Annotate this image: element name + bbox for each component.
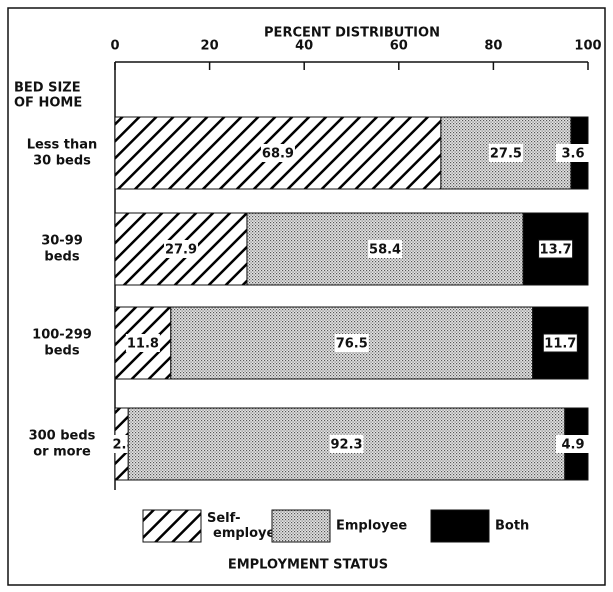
legend-label: Both [495,519,529,534]
data-label: 92.3 [330,438,362,453]
x-tick-label: 100 [574,39,601,54]
data-label: 68.9 [262,147,294,162]
y-axis-label: BED SIZE [14,81,81,96]
data-label-box [368,240,403,258]
y-tick-label: beds [44,250,79,265]
y-axis-label: OF HOME [14,96,82,111]
data-label-box [125,334,160,352]
chart-title: PERCENT DISTRIBUTION [264,26,440,41]
legend-swatch [271,509,331,543]
data-label: 58.4 [369,243,401,258]
y-tick-label: Less than [27,138,98,153]
data-label-box [329,435,364,453]
data-label: 11.7 [544,337,576,352]
data-label-box [538,239,574,259]
x-tick-label: 0 [110,39,119,54]
data-label: 76.5 [336,337,368,352]
y-tick-label: or more [33,445,91,460]
y-tick-label: beds [44,344,79,359]
x-tick-label: 60 [390,39,408,54]
legend-label: Self- [207,511,240,526]
data-label-box [556,435,590,453]
frame [7,7,606,586]
x-tick-label: 40 [295,39,313,54]
data-label: 27.5 [490,147,522,162]
data-label-box [488,144,523,162]
y-tick-label: 30 beds [33,154,91,169]
data-label-box [260,144,295,162]
data-label-box [163,240,198,258]
legend-swatch [430,509,490,543]
y-tick-label: 300 beds [29,429,96,444]
data-label: 3.6 [561,147,584,162]
data-label-box [542,333,578,353]
data-label-box [556,144,590,162]
x-tick-label: 20 [201,39,219,54]
legend-label: Employee [336,519,407,534]
y-tick-label: 100-299 [32,328,92,343]
legend-label: employed [213,526,285,541]
y-tick-label: 30-99 [41,234,83,249]
x-tick-label: 80 [484,39,502,54]
data-label: 13.7 [540,243,572,258]
data-label: 11.8 [127,337,159,352]
data-label-box [334,334,369,352]
data-label: 27.9 [165,243,197,258]
data-label: 4.9 [561,438,584,453]
x-axis-label: EMPLOYMENT STATUS [228,558,388,573]
legend-swatch [142,509,202,543]
